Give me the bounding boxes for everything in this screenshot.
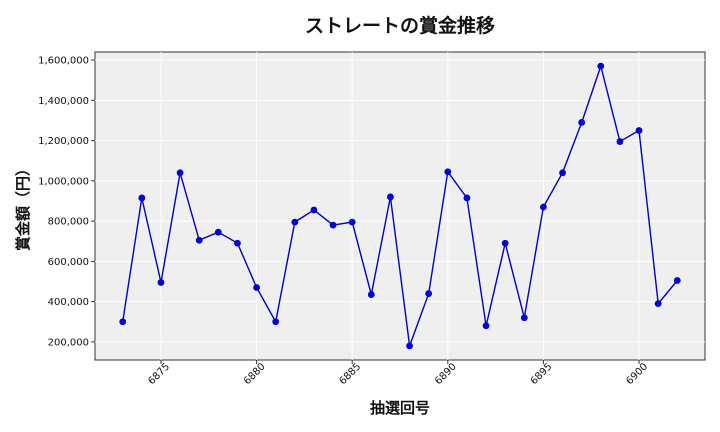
data-point: [195, 236, 203, 244]
x-tick-label: 6895: [529, 361, 555, 387]
data-point: [329, 221, 337, 229]
data-point: [616, 138, 624, 145]
data-point: [176, 169, 184, 177]
data-point: [291, 218, 299, 226]
data-point: [578, 119, 586, 126]
data-point: [272, 318, 280, 326]
data-point: [520, 314, 528, 322]
series-line: [122, 63, 678, 347]
x-tick-label: 6880: [242, 361, 268, 387]
y-tick-label: 800,000: [48, 217, 89, 228]
y-tick-label: 1,600,000: [38, 56, 89, 67]
data-point: [138, 194, 146, 202]
y-tick-label: 1,400,000: [38, 96, 89, 107]
x-tick-label: 6890: [433, 361, 459, 387]
x-axis-label: 抽選回号: [370, 399, 430, 417]
y-axis-label: 賞金額（円）: [14, 161, 32, 251]
data-point: [214, 228, 222, 236]
data-point: [234, 239, 241, 247]
data-point: [635, 127, 643, 134]
data-point: [119, 318, 127, 326]
data-point: [367, 291, 375, 298]
data-point: [425, 290, 433, 297]
data-point: [406, 342, 413, 350]
x-tick-label: 6900: [624, 361, 650, 387]
data-point: [253, 284, 260, 291]
data-point: [654, 300, 662, 308]
data-point: [444, 168, 452, 176]
data-point: [463, 194, 471, 202]
x-tick-label: 6875: [146, 361, 172, 387]
data-point: [310, 206, 318, 214]
data-point: [559, 169, 566, 177]
y-tick-label: 600,000: [48, 257, 89, 268]
chart-title: ストレートの賞金推移: [305, 14, 495, 37]
y-tick-label: 400,000: [48, 297, 89, 308]
y-tick-label: 1,000,000: [38, 176, 89, 187]
plot-area: [94, 51, 706, 361]
data-point: [387, 193, 394, 201]
data-point: [597, 62, 605, 70]
y-tick-label: 200,000: [48, 337, 89, 348]
x-axis: 6875 6880 6885 6890 6895 6900: [146, 360, 650, 387]
data-point: [157, 279, 165, 286]
x-tick-label: 6885: [338, 361, 364, 387]
series: [119, 62, 681, 350]
data-point: [673, 277, 681, 284]
data-point: [501, 239, 509, 247]
y-tick-label: 1,200,000: [38, 136, 89, 147]
data-point: [348, 218, 356, 226]
data-point: [482, 322, 490, 330]
y-axis: 200,000 400,000 600,000 800,000 1,000,000 1,2…: [38, 56, 95, 348]
data-point: [540, 203, 547, 211]
